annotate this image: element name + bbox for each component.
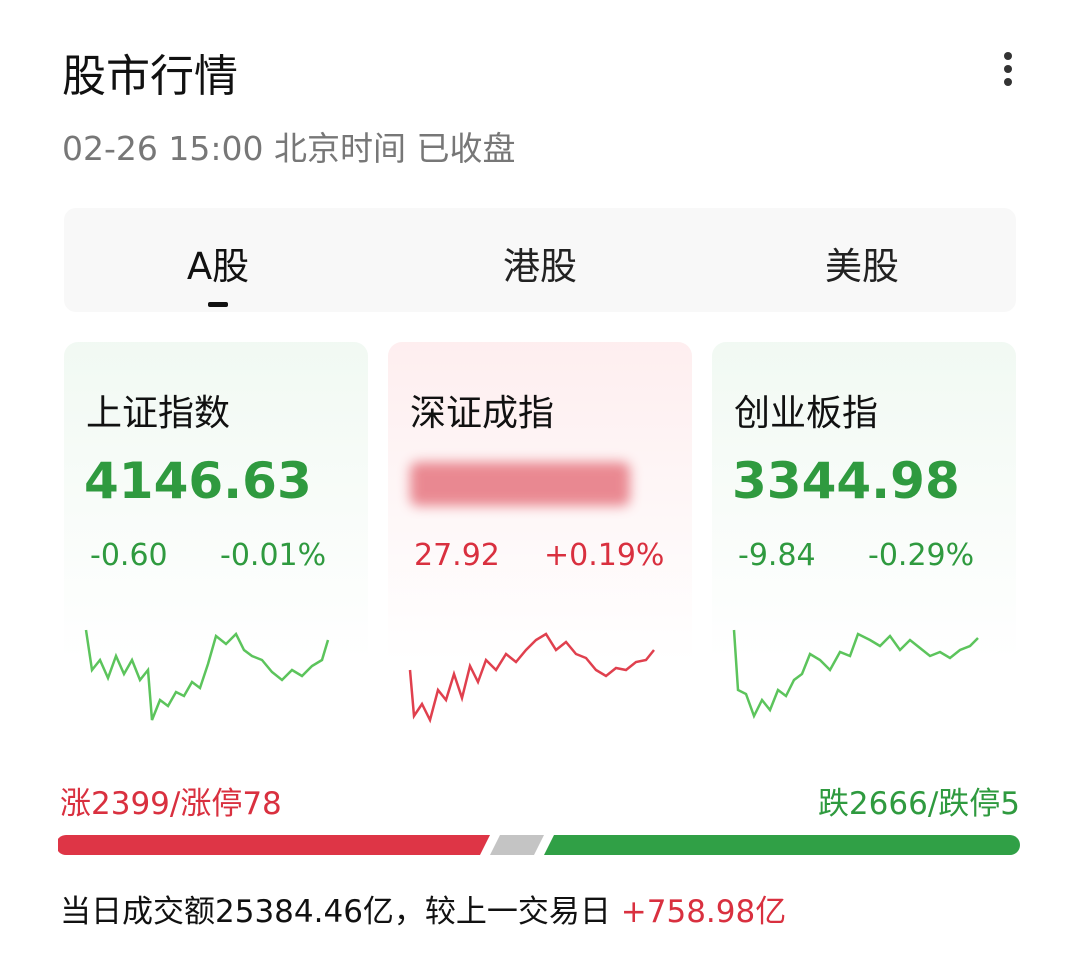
title: 股市行情 [62, 51, 238, 102]
index-change: -9.84 [738, 538, 816, 573]
index-change: 27.92 [414, 538, 500, 573]
index-change: -0.60 [90, 538, 168, 573]
blurred-value [410, 462, 630, 506]
index-card[interactable]: 上证指数 4146.63 -0.60 -0.01% [64, 342, 368, 742]
index-value: 3344.98 [732, 452, 960, 510]
more-menu[interactable] [996, 50, 1020, 90]
turnover: 当日成交额25384.46亿，较上一交易日 +758.98亿 [60, 886, 786, 931]
breadth-bar [58, 835, 1020, 855]
tab[interactable]: 美股 [825, 245, 899, 288]
sparkline [732, 629, 979, 720]
index-pct: +0.19% [544, 538, 665, 573]
decliners: 跌2666/跌停5 [817, 786, 1020, 822]
tab-indicator [208, 302, 228, 307]
index-card[interactable]: 深证成指 27.92 +0.19% [388, 342, 692, 742]
tab[interactable]: 港股 [503, 245, 577, 288]
subtitle: 02-26 15:00 北京时间 已收盘 [62, 129, 516, 168]
tab[interactable]: A股 [186, 245, 250, 288]
sparkline [84, 629, 330, 721]
index-name: 深证成指 [410, 393, 555, 434]
index-pct: -0.29% [868, 538, 975, 573]
advancers: 涨2399/涨停78 [60, 786, 282, 822]
tab-bar [64, 208, 1016, 312]
index-name: 创业板指 [734, 393, 879, 434]
index-pct: -0.01% [220, 538, 327, 573]
index-card[interactable]: 创业板指 3344.98 -9.84 -0.29% [712, 342, 1016, 742]
turnover-text: 当日成交额25384.46亿，较上一交易日 [60, 894, 611, 930]
index-name: 上证指数 [86, 393, 231, 434]
turnover-change: +758.98亿 [620, 894, 787, 930]
index-value: 4146.63 [84, 452, 312, 510]
sparkline [408, 632, 655, 724]
